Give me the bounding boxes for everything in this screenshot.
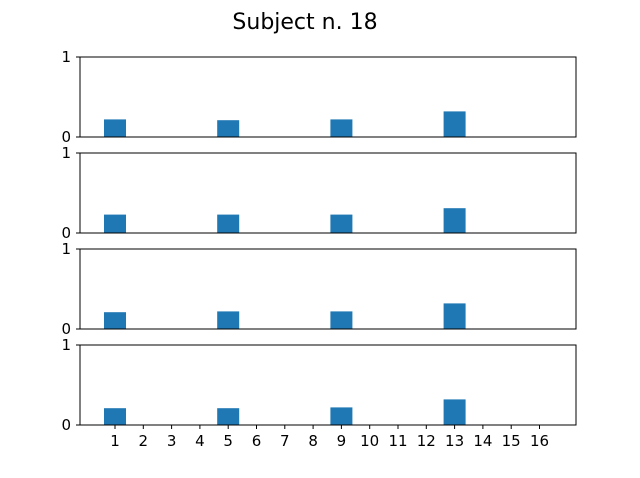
bar-1	[104, 119, 126, 137]
x-tick-label-9: 9	[337, 432, 347, 450]
y-tick-label: 1	[61, 336, 71, 354]
x-tick-label-7: 7	[280, 432, 290, 450]
subplot-4: 011 2 3 4 5 6 7 8 9 10 11 12 13 14 15 16	[61, 336, 577, 450]
bar-1	[104, 312, 126, 329]
bar-9	[330, 407, 353, 425]
x-tick-label-8: 8	[308, 432, 318, 450]
x-tick-label-14: 14	[473, 432, 492, 450]
bar-9	[330, 311, 353, 329]
x-tick-label-13: 13	[445, 432, 464, 450]
y-tick-label: 1	[61, 48, 71, 66]
x-tick-label-4: 4	[195, 432, 205, 450]
x-tick-label-12: 12	[417, 432, 436, 450]
bar-9	[330, 214, 353, 233]
bar-13	[443, 303, 466, 329]
y-tick-label: 1	[61, 144, 71, 162]
subplot-3: 01	[61, 240, 577, 338]
axes-frame	[79, 56, 577, 138]
axes-frame	[79, 152, 577, 234]
y-tick-label: 0	[61, 224, 71, 242]
bar-1	[104, 408, 126, 425]
x-tick-label-2: 2	[139, 432, 149, 450]
bar-5	[217, 408, 240, 425]
y-tick-label: 0	[61, 320, 71, 338]
axes-frame	[79, 248, 577, 330]
bar-5	[217, 214, 240, 233]
bar-13	[443, 111, 466, 137]
bar-5	[217, 311, 240, 329]
x-tick-label-1: 1	[110, 432, 120, 450]
chart-title: Subject n. 18	[232, 10, 377, 35]
x-tick-label-15: 15	[502, 432, 521, 450]
x-tick-label-3: 3	[167, 432, 177, 450]
x-tick-label-10: 10	[360, 432, 379, 450]
x-tick-label-11: 11	[388, 432, 407, 450]
y-tick-label: 0	[61, 416, 71, 434]
x-tick-label-6: 6	[252, 432, 262, 450]
bar-1	[104, 214, 126, 233]
bar-5	[217, 120, 240, 137]
y-tick-label: 1	[61, 240, 71, 258]
x-tick-label-16: 16	[530, 432, 549, 450]
subplot-1: 01	[61, 48, 577, 146]
y-tick-label: 0	[61, 128, 71, 146]
x-tick-label-5: 5	[223, 432, 233, 450]
axes-frame	[79, 344, 577, 426]
bar-13	[443, 208, 466, 233]
subplot-2: 01	[61, 144, 577, 242]
bar-9	[330, 119, 353, 137]
bar-13	[443, 399, 466, 425]
